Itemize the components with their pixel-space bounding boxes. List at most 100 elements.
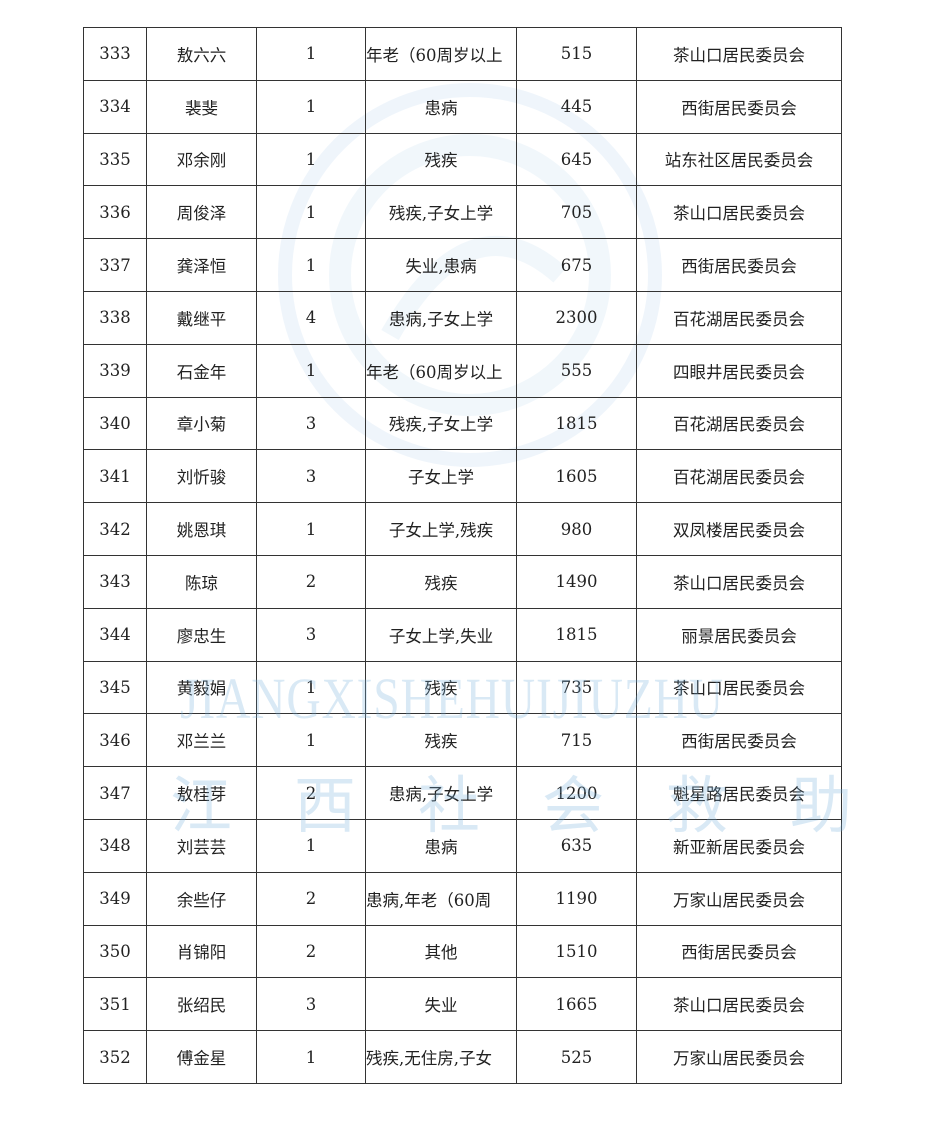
residents-committee-cell: 魁星路居民委员会 [636, 766, 842, 820]
table-row: 352 傅金星 1 残疾,无住房,子女 525 万家山居民委员会 [83, 1030, 842, 1084]
assistance-reason-cell: 残疾,子女上学 [365, 396, 517, 451]
recipient-name-cell: 姚恩琪 [146, 502, 257, 556]
table-row: 336 周俊泽 1 残疾,子女上学 705 茶山口居民委员会 [83, 185, 842, 240]
residents-committee-cell: 万家山居民委员会 [636, 1030, 842, 1084]
assistance-amount-cell: 675 [516, 238, 637, 292]
table-row: 337 龚泽恒 1 失业,患病 675 西街居民委员会 [83, 238, 842, 292]
table-row: 345 黄毅娟 1 残疾 735 茶山口居民委员会 [83, 660, 842, 715]
assistance-amount-cell: 525 [516, 1030, 637, 1084]
table-row: 338 戴继平 4 患病,子女上学 2300 百花湖居民委员会 [83, 290, 842, 345]
assistance-reason-cell: 子女上学,失业 [365, 607, 517, 662]
assistance-amount-cell: 1200 [516, 766, 637, 820]
assistance-amount-cell: 705 [516, 185, 637, 240]
household-count-cell: 3 [256, 607, 366, 662]
residents-committee-cell: 茶山口居民委员会 [636, 660, 842, 715]
row-number-cell: 340 [83, 396, 147, 451]
assistance-reason-cell: 残疾,子女上学 [365, 185, 517, 240]
row-number-cell: 339 [83, 343, 147, 398]
residents-committee-cell: 百花湖居民委员会 [636, 290, 842, 345]
row-number-cell: 352 [83, 1030, 147, 1084]
household-count-cell: 2 [256, 871, 366, 926]
assistance-reason-cell: 失业,患病 [365, 238, 517, 292]
row-number-cell: 344 [83, 607, 147, 662]
residents-committee-cell: 双凤楼居民委员会 [636, 502, 842, 556]
row-number-cell: 350 [83, 924, 147, 979]
row-number-cell: 343 [83, 554, 147, 609]
residents-committee-cell: 茶山口居民委员会 [636, 977, 842, 1032]
residents-committee-cell: 新亚新居民委员会 [636, 818, 842, 873]
row-number-cell: 347 [83, 766, 147, 820]
assistance-amount-cell: 635 [516, 818, 637, 873]
household-count-cell: 1 [256, 27, 366, 81]
household-count-cell: 1 [256, 343, 366, 398]
household-count-cell: 1 [256, 502, 366, 556]
residents-committee-cell: 万家山居民委员会 [636, 871, 842, 926]
assistance-reason-cell: 失业 [365, 977, 517, 1032]
table-row: 333 敖六六 1 年老（60周岁以上 515 茶山口居民委员会 [83, 27, 842, 81]
recipient-name-cell: 张绍民 [146, 977, 257, 1032]
assistance-amount-cell: 445 [516, 79, 637, 134]
household-count-cell: 1 [256, 238, 366, 292]
household-count-cell: 2 [256, 554, 366, 609]
recipient-name-cell: 黄毅娟 [146, 660, 257, 715]
table-row: 340 章小菊 3 残疾,子女上学 1815 百花湖居民委员会 [83, 396, 842, 451]
table-row: 350 肖锦阳 2 其他 1510 西街居民委员会 [83, 924, 842, 979]
recipient-name-cell: 石金年 [146, 343, 257, 398]
row-number-cell: 349 [83, 871, 147, 926]
recipient-name-cell: 周俊泽 [146, 185, 257, 240]
table-row: 342 姚恩琪 1 子女上学,残疾 980 双凤楼居民委员会 [83, 502, 842, 556]
residents-committee-cell: 站东社区居民委员会 [636, 132, 842, 187]
recipient-name-cell: 陈琼 [146, 554, 257, 609]
assistance-amount-cell: 735 [516, 660, 637, 715]
row-number-cell: 333 [83, 27, 147, 81]
recipient-name-cell: 邓余刚 [146, 132, 257, 187]
household-count-cell: 1 [256, 132, 366, 187]
household-count-cell: 1 [256, 1030, 366, 1084]
assistance-amount-cell: 715 [516, 713, 637, 768]
residents-committee-cell: 茶山口居民委员会 [636, 185, 842, 240]
table-row: 344 廖忠生 3 子女上学,失业 1815 丽景居民委员会 [83, 607, 842, 662]
assistance-amount-cell: 1510 [516, 924, 637, 979]
recipient-name-cell: 廖忠生 [146, 607, 257, 662]
table-row: 347 敖桂芽 2 患病,子女上学 1200 魁星路居民委员会 [83, 766, 842, 820]
recipient-name-cell: 龚泽恒 [146, 238, 257, 292]
assistance-reason-cell: 患病 [365, 79, 517, 134]
assistance-table: 333 敖六六 1 年老（60周岁以上 515 茶山口居民委员会 334 裴斐 1 患病 445 西街… [83, 27, 842, 1084]
assistance-reason-cell: 残疾 [365, 132, 517, 187]
row-number-cell: 335 [83, 132, 147, 187]
table-row: 339 石金年 1 年老（60周岁以上 555 四眼井居民委员会 [83, 343, 842, 398]
table-row: 346 邓兰兰 1 残疾 715 西街居民委员会 [83, 713, 842, 768]
residents-committee-cell: 西街居民委员会 [636, 79, 842, 134]
assistance-amount-cell: 515 [516, 27, 637, 81]
assistance-amount-cell: 1490 [516, 554, 637, 609]
household-count-cell: 2 [256, 924, 366, 979]
assistance-amount-cell: 1190 [516, 871, 637, 926]
recipient-name-cell: 肖锦阳 [146, 924, 257, 979]
household-count-cell: 1 [256, 660, 366, 715]
recipient-name-cell: 余些仔 [146, 871, 257, 926]
table-row: 349 余些仔 2 患病,年老（60周 1190 万家山居民委员会 [83, 871, 842, 926]
recipient-name-cell: 傅金星 [146, 1030, 257, 1084]
assistance-amount-cell: 1815 [516, 607, 637, 662]
household-count-cell: 1 [256, 185, 366, 240]
recipient-name-cell: 刘芸芸 [146, 818, 257, 873]
table-row: 348 刘芸芸 1 患病 635 新亚新居民委员会 [83, 818, 842, 873]
household-count-cell: 3 [256, 449, 366, 504]
residents-committee-cell: 茶山口居民委员会 [636, 27, 842, 81]
assistance-reason-cell: 残疾 [365, 554, 517, 609]
residents-committee-cell: 百花湖居民委员会 [636, 449, 842, 504]
residents-committee-cell: 四眼井居民委员会 [636, 343, 842, 398]
household-count-cell: 4 [256, 290, 366, 345]
assistance-reason-cell: 年老（60周岁以上 [365, 27, 517, 81]
row-number-cell: 341 [83, 449, 147, 504]
residents-committee-cell: 百花湖居民委员会 [636, 396, 842, 451]
household-count-cell: 3 [256, 977, 366, 1032]
table-row: 343 陈琼 2 残疾 1490 茶山口居民委员会 [83, 554, 842, 609]
table-row: 334 裴斐 1 患病 445 西街居民委员会 [83, 79, 842, 134]
household-count-cell: 2 [256, 766, 366, 820]
assistance-amount-cell: 1605 [516, 449, 637, 504]
recipient-name-cell: 邓兰兰 [146, 713, 257, 768]
assistance-amount-cell: 645 [516, 132, 637, 187]
assistance-amount-cell: 980 [516, 502, 637, 556]
recipient-name-cell: 敖六六 [146, 27, 257, 81]
